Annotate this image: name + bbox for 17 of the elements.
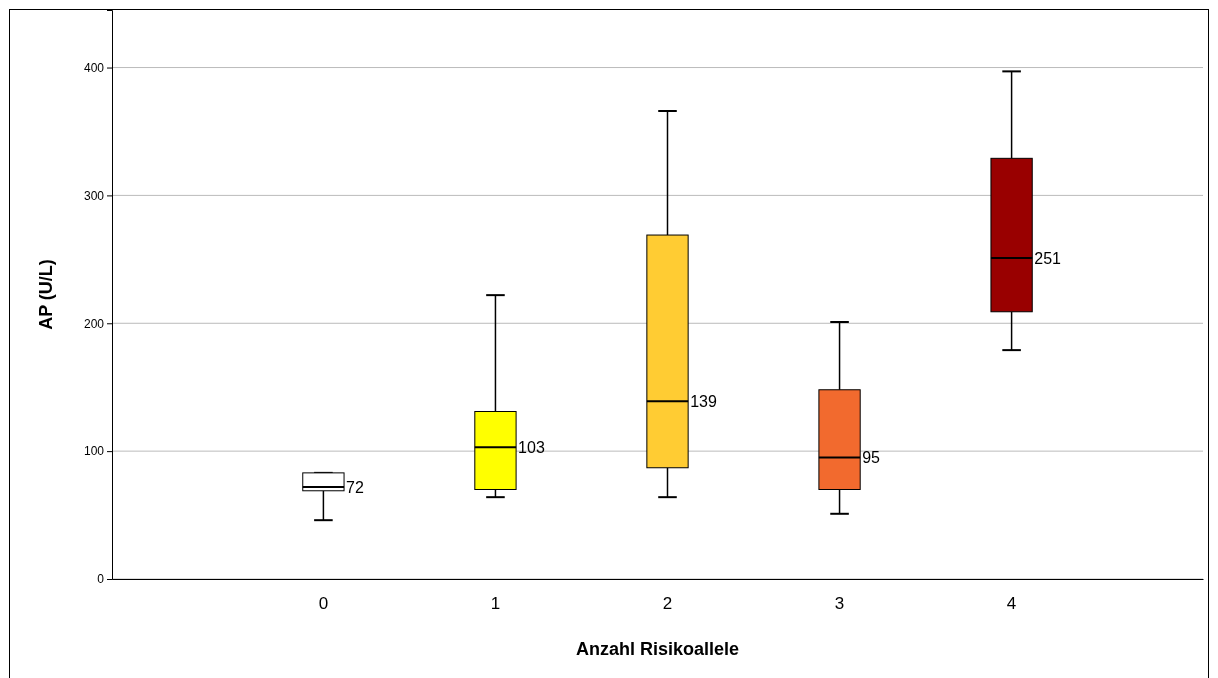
x-tick-label: 2 xyxy=(662,594,673,614)
x-axis-title: Anzahl Risikoallele xyxy=(575,639,740,659)
y-tick-label: 0 xyxy=(97,572,105,587)
y-tick-label: 300 xyxy=(83,188,105,203)
x-tick-label: 0 xyxy=(318,594,329,614)
y-tick-label: 400 xyxy=(83,60,105,75)
x-tick-label: 4 xyxy=(1006,594,1017,614)
x-tick-label: 3 xyxy=(834,594,845,614)
text: 95 xyxy=(862,449,880,467)
x-tick-label: 1 xyxy=(490,594,501,614)
text: 103 xyxy=(518,438,545,456)
text: 72 xyxy=(346,478,364,496)
text: 139 xyxy=(690,392,717,410)
text: 251 xyxy=(1034,249,1061,267)
y-tick-label: 100 xyxy=(83,444,105,459)
y-tick-label: 200 xyxy=(83,316,105,331)
y-axis-title: AP (U/L) xyxy=(36,259,56,330)
